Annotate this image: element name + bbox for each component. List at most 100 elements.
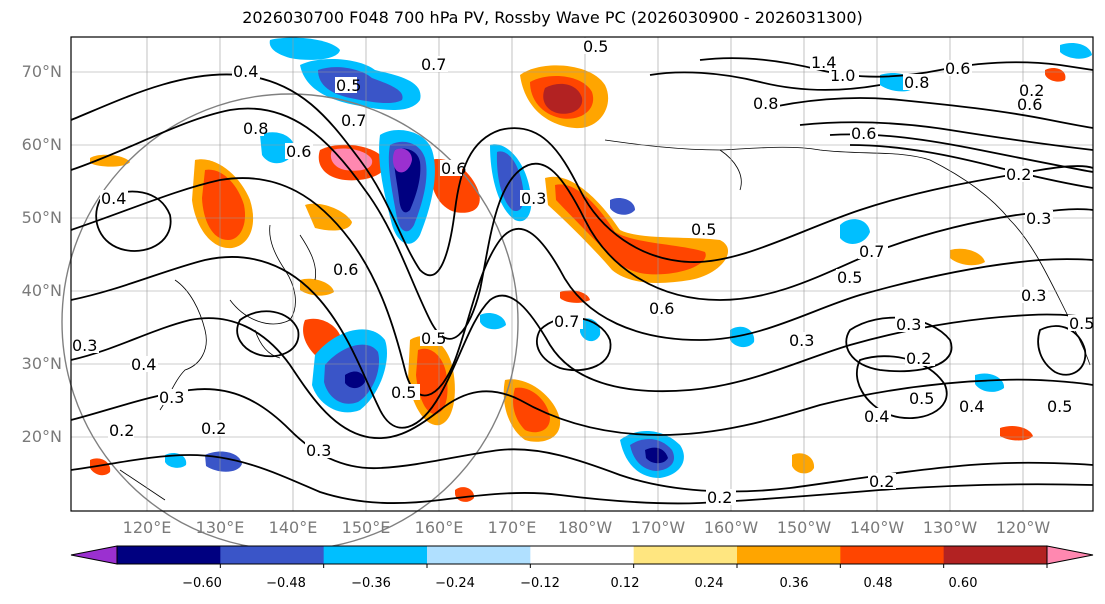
contour-line	[759, 97, 1094, 129]
colorbar-segment	[737, 546, 841, 564]
contour-label: 0.3	[1026, 209, 1051, 228]
contour-label: 0.3	[1021, 286, 1046, 305]
colorbar-tick-label: 0.36	[779, 576, 809, 591]
contour-label: 0.3	[306, 441, 331, 460]
contour-label: 0.4	[864, 407, 889, 426]
anomaly-positive	[1045, 68, 1066, 82]
colorbar-tick-label: 0.12	[610, 576, 640, 591]
anomaly-positive	[305, 203, 352, 231]
contour-label: 0.5	[391, 383, 416, 402]
coastline	[119, 469, 166, 501]
contour-label: 0.8	[904, 73, 929, 92]
coastline	[229, 224, 296, 325]
anomaly-negative	[730, 326, 755, 348]
coastline	[299, 234, 317, 281]
lat-label: 40°N	[21, 281, 62, 300]
colorbar-segment	[117, 546, 221, 564]
contour-label: 0.2	[201, 419, 226, 438]
anomaly-positive	[330, 148, 373, 171]
anomaly-positive	[202, 169, 246, 240]
colorbar-extend-left	[70, 545, 118, 565]
map-border	[70, 36, 1094, 512]
anomaly-negative	[610, 198, 635, 215]
contour-label: 0.6	[649, 299, 674, 318]
anomaly-negative	[345, 371, 365, 389]
contour-line	[70, 317, 1094, 440]
contour-label: 0.5	[691, 220, 716, 239]
anomaly-negative	[165, 453, 187, 468]
lon-label: 170°W	[630, 518, 686, 537]
colorbar-tick-label: −0.60	[182, 576, 222, 591]
contour-line	[699, 57, 1094, 78]
lat-label: 60°N	[21, 135, 62, 154]
colorbar-segment	[323, 546, 428, 564]
colorbar-tick-label: −0.24	[435, 576, 475, 591]
contour-line	[70, 73, 1094, 277]
contour-line	[70, 107, 1094, 340]
colorbar-segment	[530, 546, 635, 564]
contour-label: 0.4	[233, 62, 258, 81]
contour-line	[95, 190, 172, 252]
contour-line	[1037, 325, 1087, 376]
contour-label: 0.2	[1019, 81, 1044, 100]
coastline	[254, 329, 281, 359]
coastline	[719, 149, 742, 191]
lon-label: 130°W	[922, 518, 978, 537]
lat-label: 20°N	[21, 427, 62, 446]
anomaly-positive	[300, 278, 334, 296]
pv-contours	[70, 57, 1094, 505]
colorbar-tickmarks	[219, 564, 1048, 568]
contour-label: 0.5	[583, 37, 608, 56]
anomaly-negative	[975, 373, 1005, 392]
contour-label: 0.2	[906, 349, 931, 368]
contour-label: 0.3	[896, 315, 921, 334]
colorbar-tick-label: −0.48	[266, 576, 306, 591]
contour-label: 0.6	[1017, 95, 1042, 114]
colorbar-tick-label: −0.36	[351, 576, 391, 591]
anomaly-negative	[392, 148, 412, 173]
colorbar-extend-right	[1046, 545, 1094, 565]
anomaly-positive	[950, 248, 985, 266]
contour-line	[236, 310, 300, 358]
contour-line	[799, 121, 1094, 151]
contour-label: 0.6	[286, 142, 311, 161]
colorbar-segment	[840, 546, 945, 564]
contour-line	[849, 144, 1094, 189]
contour-label: 0.5	[837, 268, 862, 287]
plot-title: 2026030700 F048 700 hPa PV, Rossby Wave …	[242, 8, 863, 27]
lon-label: 120°E	[122, 518, 172, 537]
contour-label: 0.5	[336, 76, 361, 95]
contour-label: 0.3	[521, 189, 546, 208]
colorbar-tick-label: 0.48	[863, 576, 893, 591]
contour-line	[70, 388, 1094, 493]
contour-label: 0.6	[851, 124, 876, 143]
contour-label: 0.5	[1069, 314, 1094, 333]
contour-label: 1.0	[830, 66, 855, 85]
contour-label: 0.2	[707, 488, 732, 507]
lon-label: 140°E	[268, 518, 318, 537]
contour-label: 0.6	[441, 159, 466, 178]
anomaly-negative	[318, 67, 403, 104]
contour-label: 0.7	[341, 111, 366, 130]
anomaly-positive	[513, 387, 550, 433]
lon-label: 160°W	[703, 518, 759, 537]
lon-label: 180°W	[557, 518, 613, 537]
anomaly-positive	[416, 348, 448, 415]
lon-label: 130°E	[195, 518, 245, 537]
contour-label: 0.2	[109, 421, 134, 440]
coastline	[604, 139, 1091, 366]
colorbar-segment	[633, 546, 738, 564]
contour-line	[649, 71, 881, 91]
contour-label: 0.7	[859, 242, 884, 261]
contour-label: 0.3	[789, 331, 814, 350]
contour-label: 0.5	[909, 389, 934, 408]
contour-label: 0.2	[869, 472, 894, 491]
coastline	[159, 279, 207, 411]
anomaly-negative	[645, 447, 668, 464]
colorbar-segment	[220, 546, 325, 564]
contour-line	[70, 454, 1094, 505]
contour-label: 0.2	[1006, 165, 1031, 184]
colorbar-tick-label: 0.24	[694, 576, 724, 591]
contour-label: 0.4	[101, 189, 126, 208]
